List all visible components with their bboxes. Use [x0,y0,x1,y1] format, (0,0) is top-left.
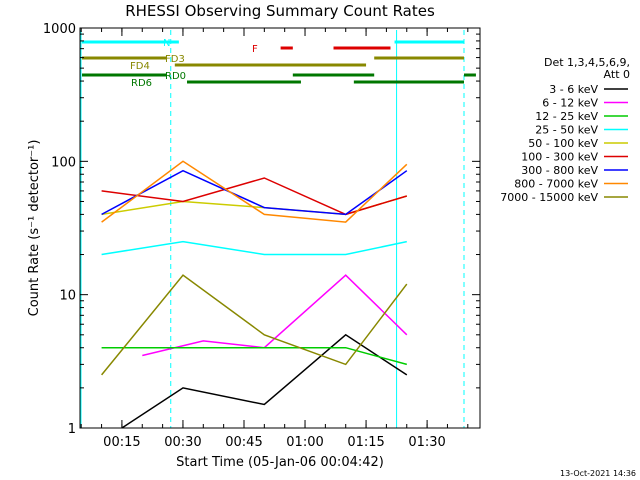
legend-label: 100 - 300 keV [521,151,598,164]
legend-label: 800 - 7000 keV [514,178,598,191]
series-line-8 [101,274,408,376]
legend-label: 3 - 6 keV [549,83,598,96]
series-line-6 [101,169,408,216]
legend-header: Det 1,3,4,5,6,9, [544,56,630,69]
y-tick-label: 10 [59,289,76,304]
y-axis: 1 10 100 1000 [43,22,480,437]
x-tick-label: 01:00 [286,435,323,450]
flag-label-fd4: FD4 [130,61,150,72]
flag-label-n: N [163,38,170,49]
legend-header: Att 0 [604,68,630,81]
x-tick-label: 00:15 [103,435,140,450]
flag-label-rd0: RD0 [165,71,186,82]
series-line-7 [101,160,408,223]
legend-label: 50 - 100 keV [528,137,598,150]
flag-label-f: F [252,44,258,55]
x-tick-label: 00:30 [164,435,201,450]
series-lines [101,160,408,429]
flag-label-fd3: FD3 [165,54,185,65]
plot-frame [79,27,481,429]
chart-title: RHESSI Observing Summary Count Rates [125,2,435,20]
series-line-2 [101,346,407,366]
y-axis-label: Count Rate (s⁻¹ detector⁻¹) [27,140,42,317]
series-line-3 [101,240,407,256]
legend-label: 12 - 25 keV [535,110,598,123]
x-tick-label: 01:15 [347,435,384,450]
x-tick-label: 01:30 [408,435,445,450]
y-tick-label: 100 [51,155,76,170]
x-axis: 00:15 00:30 00:45 01:00 01:15 01:30 [80,28,469,450]
legend-label: 7000 - 15000 keV [500,191,598,204]
legend-label: 6 - 12 keV [542,97,598,110]
y-tick-label: 1000 [43,22,76,37]
series-line-5 [101,177,408,216]
flag-label-rd6: RD6 [131,78,152,89]
timestamp: 13-Oct-2021 14:36 [560,469,636,478]
flag-bars: N F FD3 FD4 RD0 RD6 [82,38,476,89]
legend-label: 300 - 800 keV [521,164,598,177]
x-axis-label: Start Time (05-Jan-06 00:04:42) [176,455,384,470]
y-tick-label: 1 [68,422,76,437]
x-tick-label: 00:45 [225,435,262,450]
series-line-0 [121,333,408,429]
legend-label: 25 - 50 keV [535,124,598,137]
